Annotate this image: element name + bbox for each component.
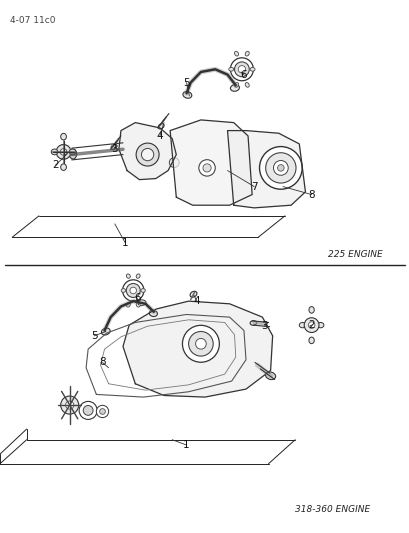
Circle shape <box>169 158 179 167</box>
Ellipse shape <box>228 68 233 71</box>
Ellipse shape <box>234 83 238 87</box>
Ellipse shape <box>317 322 323 328</box>
Polygon shape <box>119 123 176 180</box>
Text: 3: 3 <box>111 144 118 154</box>
Ellipse shape <box>121 289 125 292</box>
Ellipse shape <box>158 124 164 129</box>
Circle shape <box>83 406 93 415</box>
Ellipse shape <box>126 303 130 307</box>
Circle shape <box>188 332 213 356</box>
Text: 3: 3 <box>261 321 267 331</box>
Circle shape <box>277 165 283 171</box>
Ellipse shape <box>136 303 140 307</box>
Ellipse shape <box>234 51 238 56</box>
Circle shape <box>198 160 215 176</box>
Circle shape <box>238 66 245 73</box>
Text: 2: 2 <box>52 160 58 170</box>
Polygon shape <box>227 131 305 208</box>
Circle shape <box>202 164 211 172</box>
Circle shape <box>60 149 67 155</box>
Text: 4-07 11c0: 4-07 11c0 <box>10 16 56 25</box>
Circle shape <box>259 147 301 189</box>
Circle shape <box>61 396 79 414</box>
Ellipse shape <box>308 306 314 313</box>
Circle shape <box>141 148 153 161</box>
Circle shape <box>308 322 314 328</box>
Text: 1: 1 <box>121 238 128 247</box>
Text: 8: 8 <box>308 190 314 199</box>
Circle shape <box>303 318 318 333</box>
Circle shape <box>195 338 206 349</box>
Text: 4: 4 <box>193 296 200 306</box>
Ellipse shape <box>249 68 254 71</box>
Ellipse shape <box>308 337 314 344</box>
Text: 225 ENGINE: 225 ENGINE <box>327 250 382 259</box>
Ellipse shape <box>111 145 116 149</box>
Ellipse shape <box>136 274 140 278</box>
Text: 2: 2 <box>308 320 314 330</box>
Ellipse shape <box>249 321 256 325</box>
Circle shape <box>56 144 71 159</box>
Circle shape <box>234 62 249 77</box>
Ellipse shape <box>265 372 275 379</box>
Ellipse shape <box>182 92 191 98</box>
Circle shape <box>265 153 295 183</box>
Circle shape <box>96 405 108 418</box>
Ellipse shape <box>230 85 239 91</box>
Ellipse shape <box>190 291 196 297</box>
Circle shape <box>230 58 253 81</box>
Ellipse shape <box>245 83 249 87</box>
Text: 8: 8 <box>99 358 106 367</box>
Ellipse shape <box>69 149 76 155</box>
Circle shape <box>99 409 105 414</box>
Ellipse shape <box>141 289 145 292</box>
Polygon shape <box>123 301 272 397</box>
Ellipse shape <box>126 274 130 278</box>
Text: 4: 4 <box>156 131 163 141</box>
Circle shape <box>130 287 136 294</box>
Text: 318-360 ENGINE: 318-360 ENGINE <box>294 505 370 513</box>
Polygon shape <box>170 120 252 205</box>
Ellipse shape <box>61 133 66 140</box>
Text: 5: 5 <box>183 78 189 87</box>
Circle shape <box>273 160 288 175</box>
Text: 5: 5 <box>91 331 97 341</box>
Ellipse shape <box>69 149 76 159</box>
Text: 6: 6 <box>134 294 140 303</box>
Ellipse shape <box>245 51 249 56</box>
Circle shape <box>122 280 144 301</box>
Ellipse shape <box>149 310 157 317</box>
Circle shape <box>65 401 74 409</box>
Ellipse shape <box>101 328 110 335</box>
Circle shape <box>126 284 140 297</box>
Ellipse shape <box>51 149 58 155</box>
Ellipse shape <box>61 164 66 171</box>
Ellipse shape <box>299 322 305 328</box>
Text: 1: 1 <box>183 440 189 450</box>
Circle shape <box>182 325 219 362</box>
Text: 6: 6 <box>240 70 247 79</box>
Text: 7: 7 <box>250 182 257 191</box>
Circle shape <box>79 401 97 419</box>
Circle shape <box>136 143 159 166</box>
